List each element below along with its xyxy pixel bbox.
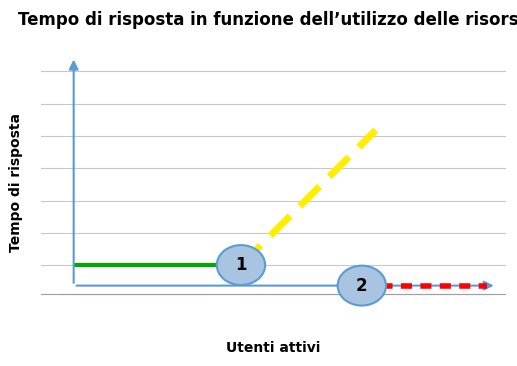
Ellipse shape — [217, 245, 265, 285]
Ellipse shape — [338, 266, 386, 306]
Text: 2: 2 — [356, 277, 368, 295]
Title: Tempo di risposta in funzione dell’utilizzo delle risorse: Tempo di risposta in funzione dell’utili… — [18, 11, 517, 29]
Text: Tempo di risposta: Tempo di risposta — [9, 113, 23, 253]
Text: 1: 1 — [235, 256, 247, 274]
Text: Utenti attivi: Utenti attivi — [226, 341, 321, 355]
